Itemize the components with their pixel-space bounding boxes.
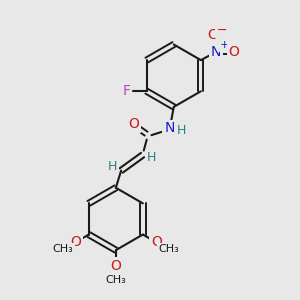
Text: N: N xyxy=(211,45,221,59)
Text: H: H xyxy=(108,160,117,172)
Text: F: F xyxy=(122,84,130,98)
Text: CH₃: CH₃ xyxy=(53,244,74,254)
Text: N: N xyxy=(164,121,175,135)
Text: CH₃: CH₃ xyxy=(158,244,179,254)
Text: O: O xyxy=(151,235,162,249)
Text: H: H xyxy=(177,124,187,137)
Text: O: O xyxy=(229,45,239,59)
Text: O: O xyxy=(70,235,81,249)
Text: −: − xyxy=(217,24,227,37)
Text: O: O xyxy=(207,28,218,41)
Text: O: O xyxy=(128,117,139,131)
Text: +: + xyxy=(220,40,229,50)
Text: O: O xyxy=(110,259,121,273)
Text: H: H xyxy=(147,151,156,164)
Text: CH₃: CH₃ xyxy=(105,275,126,285)
